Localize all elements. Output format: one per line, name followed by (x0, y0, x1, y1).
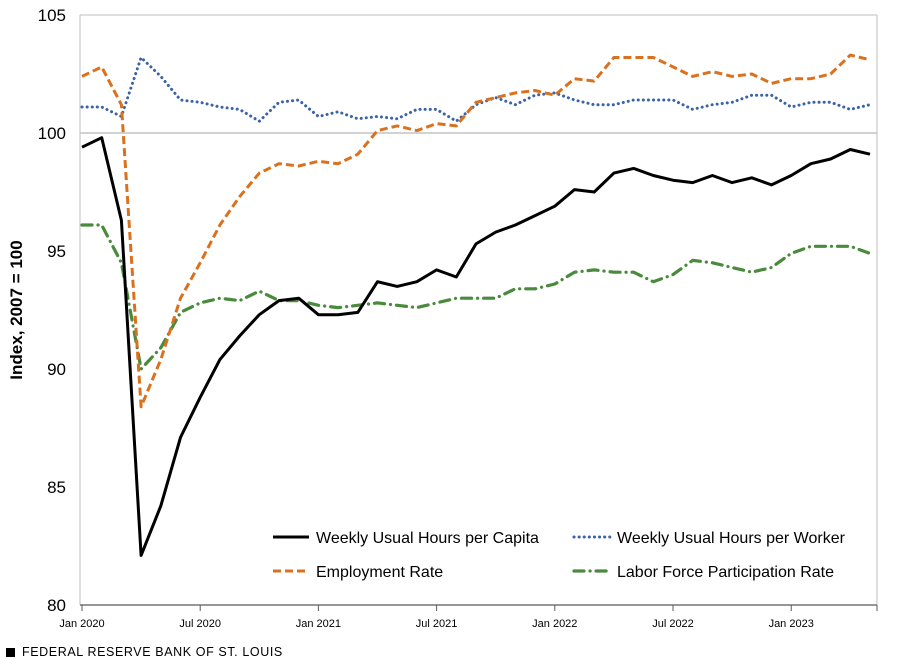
series-line-weekly-usual-hours-per-capita (81, 136, 871, 557)
y-tick-label: 105 (38, 6, 66, 25)
footer-source: FEDERAL RESERVE BANK OF ST. LOUIS (22, 645, 283, 659)
x-tick-label: Jan 2022 (532, 618, 577, 630)
x-tick-label: Jul 2020 (179, 618, 221, 630)
x-tick-label: Jan 2023 (769, 618, 814, 630)
legend-label: Weekly Usual Hours per Worker (617, 530, 846, 547)
y-tick-label: 100 (38, 124, 66, 143)
series-line-employment-rate (81, 53, 871, 409)
axis-layer: 80 85 90 95 100 105 Jan 2020 Jul 2020 Jan 2021 Ju… (38, 6, 878, 630)
legend-label: Employment Rate (316, 564, 443, 581)
x-tick-label: Jan 2021 (296, 618, 341, 630)
series-layer (80, 53, 872, 557)
x-tick-label: Jul 2022 (652, 618, 694, 630)
legend: Weekly Usual Hours per Capita Weekly Usua… (273, 530, 846, 581)
x-tick-label: Jul 2021 (416, 618, 458, 630)
x-tick-label: Jan 2020 (59, 618, 104, 630)
line-chart: 80 85 90 95 100 105 Jan 2020 Jul 2020 Jan 2021 Ju… (7, 6, 878, 630)
y-tick-label: 80 (47, 596, 66, 615)
series-line-weekly-usual-hours-per-worker (80, 56, 872, 123)
series-line-labor-force-participation-rate (80, 223, 872, 371)
footer: FEDERAL RESERVE BANK OF ST. LOUIS (6, 645, 283, 659)
legend-label: Weekly Usual Hours per Capita (316, 530, 539, 547)
footer-square-icon (6, 647, 15, 657)
y-axis-label: Index, 2007 = 100 (7, 240, 26, 379)
y-tick-label: 85 (47, 478, 66, 497)
y-tick-label: 95 (47, 242, 66, 261)
y-tick-label: 90 (47, 360, 66, 379)
legend-label: Labor Force Participation Rate (617, 564, 834, 581)
